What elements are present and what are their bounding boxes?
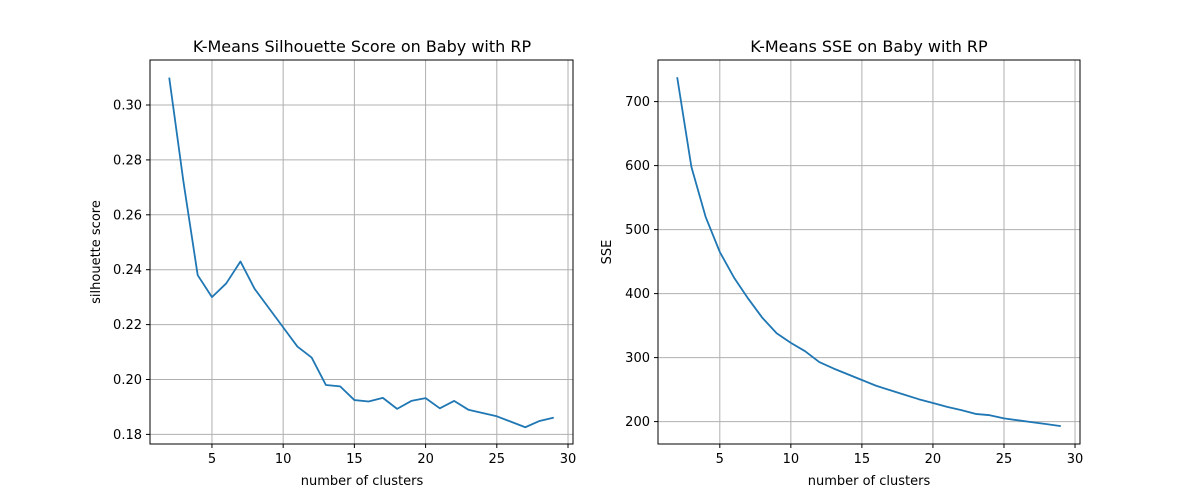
silhouette-y-tick-label: 0.24 xyxy=(113,263,142,278)
silhouette-x-axis-label: number of clusters xyxy=(301,474,424,489)
silhouette-x-tick-label: 15 xyxy=(346,452,363,467)
sse-y-tick-label: 200 xyxy=(625,415,650,430)
silhouette-y-tick-label: 0.22 xyxy=(113,318,142,333)
silhouette-series xyxy=(168,77,554,429)
sse-plot-frame xyxy=(657,59,1081,445)
silhouette-chart: K-Means Silhouette Score on Baby with RP… xyxy=(89,37,576,489)
sse-chart: K-Means SSE on Baby with RP 5 10 15 20 25 30 2… xyxy=(600,37,1083,489)
sse-y-tick-label: 400 xyxy=(625,287,650,302)
sse-x-tick-label: 20 xyxy=(925,452,942,467)
sse-y-tick-label: 700 xyxy=(625,95,650,110)
silhouette-series-line xyxy=(168,77,554,429)
silhouette-y-tick-label: 0.20 xyxy=(113,373,142,388)
silhouette-ticks: 5 10 15 20 25 30 0.18 0.20 0.22 0.24 0.26 0.28 0.30 xyxy=(113,99,576,467)
silhouette-y-tick-label: 0.30 xyxy=(113,99,142,114)
silhouette-plot-frame xyxy=(149,59,574,445)
silhouette-y-axis-label: silhouette score xyxy=(89,200,104,304)
sse-y-axis-label: SSE xyxy=(600,240,615,265)
sse-y-tick-label: 600 xyxy=(625,159,650,174)
silhouette-y-tick-label: 0.18 xyxy=(113,428,142,443)
sse-chart-title: K-Means SSE on Baby with RP xyxy=(750,37,988,56)
silhouette-x-tick-label: 10 xyxy=(275,452,292,467)
silhouette-x-tick-label: 30 xyxy=(560,452,577,467)
sse-ticks: 5 10 15 20 25 30 200 300 400 500 600 700 xyxy=(625,95,1083,467)
silhouette-y-tick-label: 0.28 xyxy=(113,153,142,168)
silhouette-grid xyxy=(150,60,573,444)
sse-series-line xyxy=(676,77,1061,427)
sse-x-tick-label: 15 xyxy=(854,452,871,467)
sse-series xyxy=(676,77,1061,427)
sse-x-tick-label: 25 xyxy=(996,452,1013,467)
sse-x-tick-label: 5 xyxy=(716,452,724,467)
sse-y-tick-label: 300 xyxy=(625,351,650,366)
silhouette-x-tick-label: 25 xyxy=(489,452,506,467)
silhouette-x-tick-label: 20 xyxy=(417,452,434,467)
sse-x-axis-label: number of clusters xyxy=(808,474,931,489)
sse-y-tick-label: 500 xyxy=(625,223,650,238)
silhouette-chart-title: K-Means Silhouette Score on Baby with RP xyxy=(193,37,532,56)
sse-x-tick-label: 30 xyxy=(1067,452,1084,467)
silhouette-x-tick-label: 5 xyxy=(208,452,216,467)
silhouette-y-tick-label: 0.26 xyxy=(113,208,142,223)
sse-x-tick-label: 10 xyxy=(783,452,800,467)
